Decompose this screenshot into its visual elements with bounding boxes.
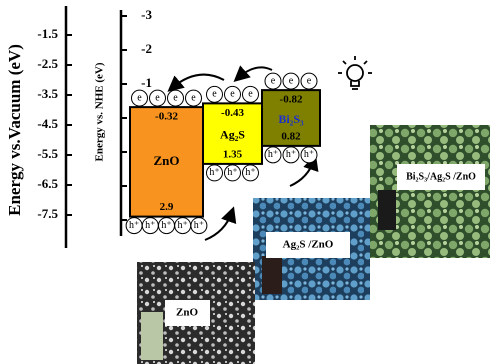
semiconductor-name: Bi₂S₃ (278, 112, 304, 126)
vb-value: 1.35 (223, 148, 243, 160)
nhe-tick-label: -1 (141, 75, 152, 90)
hole (282, 146, 300, 164)
hole-label: h⁺ (161, 220, 171, 231)
electron (185, 89, 202, 107)
vacuum-axis-title: Energy vs.Vacuum (eV) (5, 44, 24, 216)
hole-label: h⁺ (194, 220, 204, 231)
electron (206, 85, 223, 103)
electron-label: e (307, 75, 312, 86)
hole-transfer-arrow (289, 154, 319, 187)
band-box (202, 102, 263, 165)
hole (264, 146, 282, 164)
vacuum-tick-label: -2.5 (37, 56, 58, 71)
hole (300, 146, 318, 164)
electron-label: e (155, 92, 160, 103)
electron (224, 85, 241, 103)
vacuum-tick-label: -6.5 (37, 176, 58, 191)
semiconductor-name: Ag₂S (220, 127, 245, 141)
semiconductor-name: ZnO (153, 153, 179, 168)
hole-label: h⁺ (227, 167, 237, 178)
hole-label: h⁺ (145, 220, 155, 231)
photo-sample (378, 190, 396, 230)
vacuum-tick-label: -7.5 (37, 206, 58, 221)
hole-label: h⁺ (209, 167, 219, 178)
electron-label: e (271, 75, 276, 86)
electron-transfer-arrow (233, 65, 273, 82)
band-box (129, 106, 204, 218)
hole-label: h⁺ (286, 149, 296, 160)
hole (190, 217, 208, 235)
hole (206, 164, 223, 182)
electron (264, 72, 282, 90)
electron-label: e (191, 92, 196, 103)
electron (167, 89, 184, 107)
cb-value: -0.32 (155, 111, 178, 123)
photo-label: Bi₂S₃/Ag₂S /ZnO (406, 171, 476, 182)
hole (242, 164, 259, 182)
hole-label: h⁺ (245, 167, 255, 178)
photo-label: ZnO (176, 307, 198, 319)
electron-transfer-arrow (167, 73, 225, 92)
electron (300, 72, 318, 90)
photo-label-box (397, 164, 485, 190)
vacuum-tick-label: -1.5 (37, 26, 58, 41)
vacuum-tick-label: -5.5 (37, 146, 58, 161)
electron-label: e (248, 89, 253, 100)
electron (282, 72, 300, 90)
nhe-tick-label: -3 (141, 7, 152, 22)
hole (224, 164, 241, 182)
photo-label: Ag₂S /ZnO (283, 239, 334, 251)
electron-label: e (137, 92, 142, 103)
nhe-tick-label: -2 (141, 41, 152, 56)
hole-label: h⁺ (268, 149, 278, 160)
cb-value: -0.43 (221, 107, 244, 119)
electron-label: e (289, 75, 294, 86)
cb-value: -0.82 (280, 94, 303, 106)
vb-value: 0.82 (281, 130, 301, 142)
vb-value: 2.9 (160, 201, 174, 213)
photo-sample (141, 312, 163, 360)
electron (131, 89, 148, 107)
nhe-axis-title: Energy vs. NHE (eV) (94, 62, 106, 161)
vacuum-tick-label: -3.5 (37, 86, 58, 101)
electron-label: e (212, 89, 217, 100)
vacuum-tick-label: -4.5 (37, 116, 58, 131)
band-box (261, 89, 321, 147)
electron-label: e (173, 92, 178, 103)
photo-sample (262, 256, 282, 294)
electron (149, 89, 166, 107)
hole-label: h⁺ (129, 220, 139, 231)
electron-label: e (230, 89, 235, 100)
photo-label-box (165, 300, 210, 326)
photo-label-box (266, 232, 350, 258)
hole-transfer-arrow (204, 206, 237, 241)
hole-label: h⁺ (178, 220, 188, 231)
light-icon (338, 56, 372, 90)
electron (242, 85, 259, 103)
hole-label: h⁺ (304, 149, 314, 160)
